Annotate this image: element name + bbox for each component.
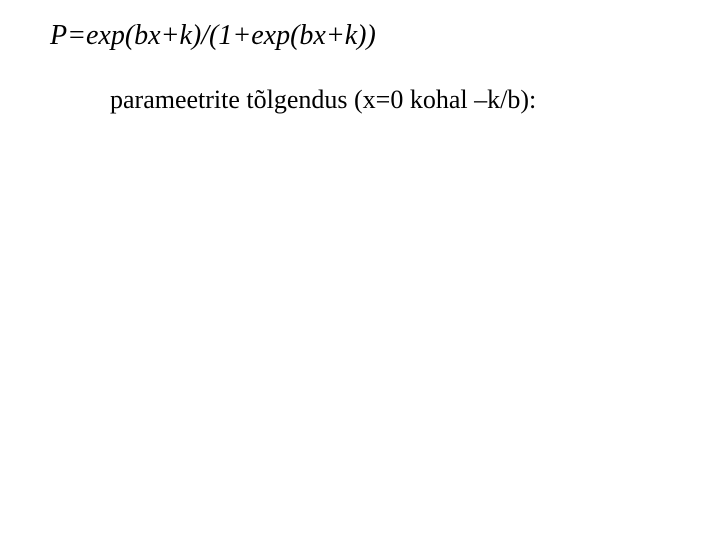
interpretation-text: parameetrite tõlgendus (x=0 kohal –k/b):	[110, 85, 536, 115]
formula-text: P=exp(bx+k)/(1+exp(bx+k))	[50, 20, 376, 52]
slide-container: P=exp(bx+k)/(1+exp(bx+k)) parameetrite t…	[0, 0, 720, 540]
